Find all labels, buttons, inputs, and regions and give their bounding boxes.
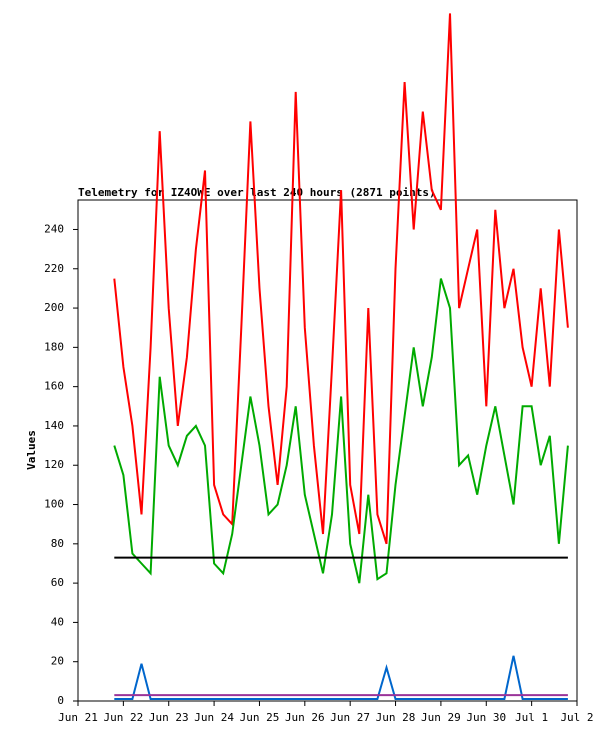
y-tick-label: 100	[44, 498, 64, 511]
x-tick-label: Jul 2	[560, 711, 593, 724]
y-tick-label: 80	[51, 537, 64, 550]
chart-title: Telemetry for IZ4OWE over last 240 hours…	[78, 186, 436, 199]
x-tick-label: Jun 24	[194, 711, 234, 724]
x-tick-label: Jun 22	[103, 711, 143, 724]
plot-frame	[77, 199, 578, 702]
y-tick-label: 200	[44, 301, 64, 314]
series-line	[113, 13, 569, 545]
y-tick-label: 220	[44, 262, 64, 275]
x-tick-label: Jun 29	[421, 711, 461, 724]
y-tick-label: 120	[44, 458, 64, 471]
y-tick-label: 60	[51, 576, 64, 589]
series-line	[114, 655, 568, 700]
y-tick-label: 160	[44, 380, 64, 393]
series-line	[113, 278, 569, 584]
y-axis-label: Values	[25, 430, 38, 470]
x-tick-label: Jun 26	[285, 711, 325, 724]
y-tick-label: 240	[44, 222, 64, 235]
x-tick-label: Jun 28	[376, 711, 416, 724]
x-tick-label: Jun 27	[330, 711, 370, 724]
y-tick-label: 0	[57, 694, 64, 707]
x-tick-label: Jun 21	[58, 711, 98, 724]
x-tick-label: Jun 23	[149, 711, 189, 724]
y-tick-label: 40	[51, 615, 64, 628]
x-tick-label: Jul 1	[515, 711, 548, 724]
y-tick-label: 20	[51, 655, 64, 668]
x-tick-label: Jun 30	[466, 711, 506, 724]
y-tick-label: 180	[44, 340, 64, 353]
y-tick-label: 140	[44, 419, 64, 432]
x-tick-label: Jun 25	[240, 711, 280, 724]
